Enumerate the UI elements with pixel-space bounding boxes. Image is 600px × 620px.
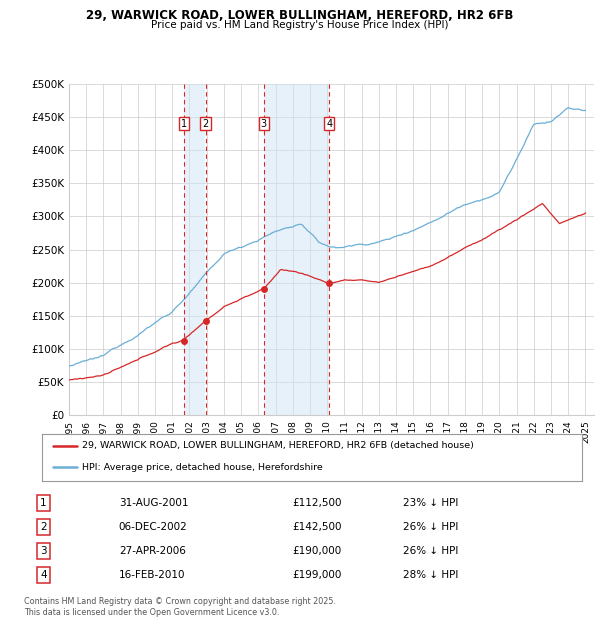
Text: 2: 2 — [40, 522, 47, 532]
Bar — [184, 84, 205, 415]
Text: HPI: Average price, detached house, Herefordshire: HPI: Average price, detached house, Here… — [83, 463, 323, 472]
Text: 27-APR-2006: 27-APR-2006 — [119, 546, 186, 556]
Text: 28% ↓ HPI: 28% ↓ HPI — [403, 570, 459, 580]
Text: 1: 1 — [181, 118, 187, 128]
Text: 3: 3 — [40, 546, 47, 556]
Text: 29, WARWICK ROAD, LOWER BULLINGHAM, HEREFORD, HR2 6FB (detached house): 29, WARWICK ROAD, LOWER BULLINGHAM, HERE… — [83, 441, 475, 450]
Text: Price paid vs. HM Land Registry's House Price Index (HPI): Price paid vs. HM Land Registry's House … — [151, 20, 449, 30]
Text: £112,500: £112,500 — [292, 498, 341, 508]
Text: £190,000: £190,000 — [292, 546, 341, 556]
Text: 31-AUG-2001: 31-AUG-2001 — [119, 498, 188, 508]
Bar — [264, 84, 329, 415]
Text: 26% ↓ HPI: 26% ↓ HPI — [403, 546, 459, 556]
Text: 2: 2 — [202, 118, 209, 128]
Text: £142,500: £142,500 — [292, 522, 341, 532]
Text: 23% ↓ HPI: 23% ↓ HPI — [403, 498, 459, 508]
Text: Contains HM Land Registry data © Crown copyright and database right 2025.
This d: Contains HM Land Registry data © Crown c… — [24, 598, 336, 617]
Text: 26% ↓ HPI: 26% ↓ HPI — [403, 522, 459, 532]
Text: 06-DEC-2002: 06-DEC-2002 — [119, 522, 188, 532]
Text: 3: 3 — [261, 118, 267, 128]
Text: 4: 4 — [326, 118, 332, 128]
Text: £199,000: £199,000 — [292, 570, 341, 580]
Text: 4: 4 — [40, 570, 47, 580]
Text: 1: 1 — [40, 498, 47, 508]
Text: 16-FEB-2010: 16-FEB-2010 — [119, 570, 185, 580]
Text: 29, WARWICK ROAD, LOWER BULLINGHAM, HEREFORD, HR2 6FB: 29, WARWICK ROAD, LOWER BULLINGHAM, HERE… — [86, 9, 514, 22]
